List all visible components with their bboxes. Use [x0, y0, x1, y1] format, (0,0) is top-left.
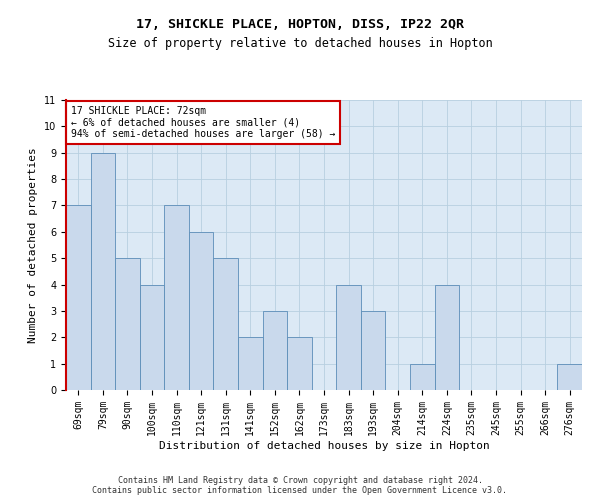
Text: Size of property relative to detached houses in Hopton: Size of property relative to detached ho…: [107, 38, 493, 51]
Text: Contains HM Land Registry data © Crown copyright and database right 2024.
Contai: Contains HM Land Registry data © Crown c…: [92, 476, 508, 495]
Bar: [557, 364, 582, 390]
X-axis label: Distribution of detached houses by size in Hopton: Distribution of detached houses by size …: [158, 440, 490, 450]
Bar: [434, 284, 459, 390]
Bar: [164, 206, 189, 390]
Bar: [238, 338, 263, 390]
Bar: [140, 284, 164, 390]
Bar: [263, 311, 287, 390]
Bar: [115, 258, 140, 390]
Bar: [287, 338, 312, 390]
Bar: [66, 206, 91, 390]
Bar: [336, 284, 361, 390]
Text: 17 SHICKLE PLACE: 72sqm
← 6% of detached houses are smaller (4)
94% of semi-deta: 17 SHICKLE PLACE: 72sqm ← 6% of detached…: [71, 106, 335, 139]
Text: 17, SHICKLE PLACE, HOPTON, DISS, IP22 2QR: 17, SHICKLE PLACE, HOPTON, DISS, IP22 2Q…: [136, 18, 464, 30]
Bar: [410, 364, 434, 390]
Bar: [214, 258, 238, 390]
Bar: [189, 232, 214, 390]
Y-axis label: Number of detached properties: Number of detached properties: [28, 147, 38, 343]
Bar: [91, 152, 115, 390]
Bar: [361, 311, 385, 390]
